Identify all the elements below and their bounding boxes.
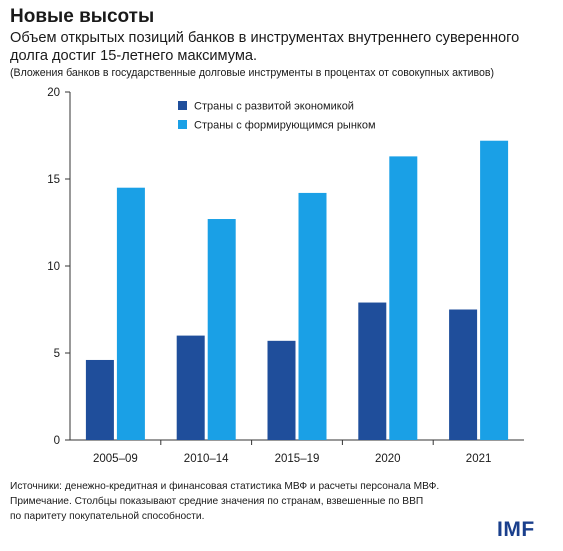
x-tick-label: 2015–19 [275,453,320,465]
bar [389,156,418,440]
bar [480,140,509,440]
chart-note: (Вложения банков в государственные долго… [10,67,495,79]
chart-title: Новые высоты [10,6,155,27]
y-tick-label: 15 [47,174,60,186]
legend-swatch [178,120,187,129]
sources-line: Источники: денежно-кредитная и финансова… [10,481,440,492]
y-tick-label: 5 [54,348,60,360]
bar-chart: 0 5 10 15 20 2005–09 2010–14 2015–19 2020 2021 Ст… [47,87,524,465]
bar [267,340,296,440]
bar [116,187,145,440]
y-tick-label: 10 [47,261,60,273]
y-tick-label: 0 [54,435,60,447]
chart-axes [65,91,524,445]
bar [298,192,327,440]
x-tick-label: 2020 [375,453,401,465]
x-tick-label: 2005–09 [93,453,138,465]
sources-line: Примечание. Столбцы показывают средние з… [10,496,424,507]
bar [358,302,387,440]
legend-label: Страны с формирующимся рынком [194,120,376,132]
legend-swatch [178,101,187,110]
chart-legend: Страны с развитой экономикой Страны с фор… [178,101,376,132]
chart-labels: 0 5 10 15 20 2005–09 2010–14 2015–19 2020 2021 [47,87,491,465]
chart-bars [85,140,509,440]
imf-logo: IMF [497,518,535,541]
sources-line: по паритету покупательной способности. [10,511,205,522]
x-tick-label: 2021 [466,453,492,465]
y-tick-label: 20 [47,87,60,99]
bar [207,219,236,440]
bar [449,309,478,440]
sources-note: Источники: денежно-кредитная и финансова… [10,479,480,524]
x-tick-label: 2010–14 [184,453,229,465]
legend-label: Страны с развитой экономикой [194,101,354,113]
bar [85,359,114,440]
chart-subtitle: Объем открытых позиций банков в инструме… [10,30,520,64]
bar [176,335,205,440]
